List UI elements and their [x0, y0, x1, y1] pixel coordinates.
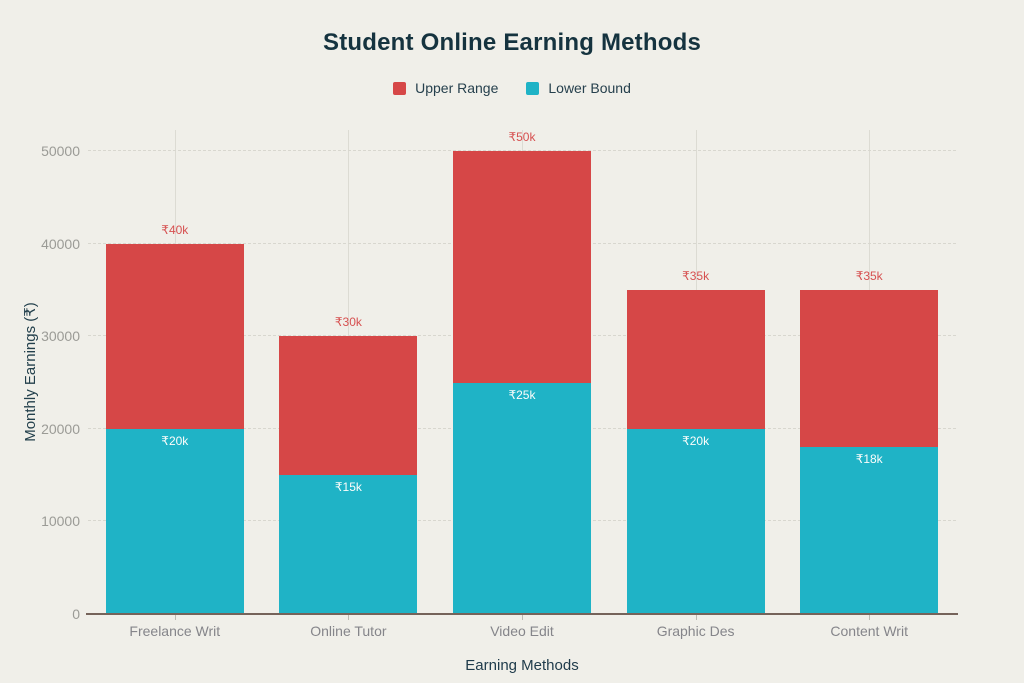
x-axis-title: Earning Methods [465, 657, 579, 674]
x-tick-mark [348, 615, 350, 620]
y-tick-label: 30000 [41, 328, 80, 345]
bar-group-content-writ: ₹35k ₹18k [782, 130, 956, 614]
x-category-label: Freelance Writ [129, 623, 221, 639]
y-tick-label: 20000 [41, 420, 80, 437]
lower-bound-bar [800, 447, 939, 614]
legend: Upper Range Lower Bound [0, 80, 1024, 96]
y-tick-label: 10000 [41, 513, 80, 530]
lower-bound-value-label: ₹18k [855, 452, 883, 467]
x-category-label: Graphic Des [656, 623, 735, 639]
y-tick-label: 50000 [41, 143, 80, 159]
horizontal-gridline [88, 150, 956, 151]
upper-range-value-label: ₹50k [508, 130, 536, 144]
y-tick-label: 40000 [41, 235, 80, 252]
x-axis-line [86, 613, 958, 615]
y-tick-label: 0 [72, 606, 80, 622]
plot-area: ₹40k ₹20k ₹30k ₹15k ₹50k ₹25k ₹35k ₹20k ₹35k ₹18k [88, 130, 956, 614]
upper-range-value-label: ₹30k [334, 315, 362, 330]
lower-bound-value-label: ₹20k [161, 433, 189, 448]
lower-bound-bar [279, 475, 418, 614]
chart-title: Student Online Earning Methods [323, 29, 701, 56]
x-category-label: Video Edit [490, 623, 554, 639]
bar-group-online-tutor: ₹30k ₹15k [262, 130, 436, 614]
x-category-label: Online Tutor [310, 623, 387, 639]
legend-label: Upper Range [415, 80, 499, 96]
x-category-label: Content Writ [830, 623, 908, 639]
legend-swatch-icon [526, 81, 540, 95]
bar-group-video-edit: ₹50k ₹25k [435, 130, 609, 614]
legend-item-lower-bound: Lower Bound [526, 80, 631, 96]
legend-item-upper-range: Upper Range [393, 80, 498, 96]
upper-range-value-label: ₹35k [682, 268, 710, 283]
lower-bound-bar [452, 382, 591, 614]
lower-bound-value-label: ₹15k [334, 480, 362, 495]
lower-bound-value-label: ₹25k [508, 387, 536, 402]
x-tick-mark [869, 615, 871, 620]
lower-bound-value-label: ₹20k [682, 433, 710, 448]
lower-bound-bar [105, 428, 244, 614]
upper-range-value-label: ₹40k [161, 222, 189, 237]
x-tick-mark [522, 615, 523, 620]
bar-group-freelance-writ: ₹40k ₹20k [88, 130, 262, 614]
bar-group-graphic-des: ₹35k ₹20k [609, 130, 783, 614]
upper-range-value-label: ₹35k [855, 268, 883, 283]
x-tick-mark [695, 615, 697, 620]
legend-label: Lower Bound [548, 80, 631, 96]
x-tick-mark [174, 615, 176, 620]
lower-bound-bar [626, 428, 765, 614]
y-axis-title: Monthly Earnings (₹) [22, 302, 39, 442]
legend-swatch-icon [393, 81, 407, 95]
